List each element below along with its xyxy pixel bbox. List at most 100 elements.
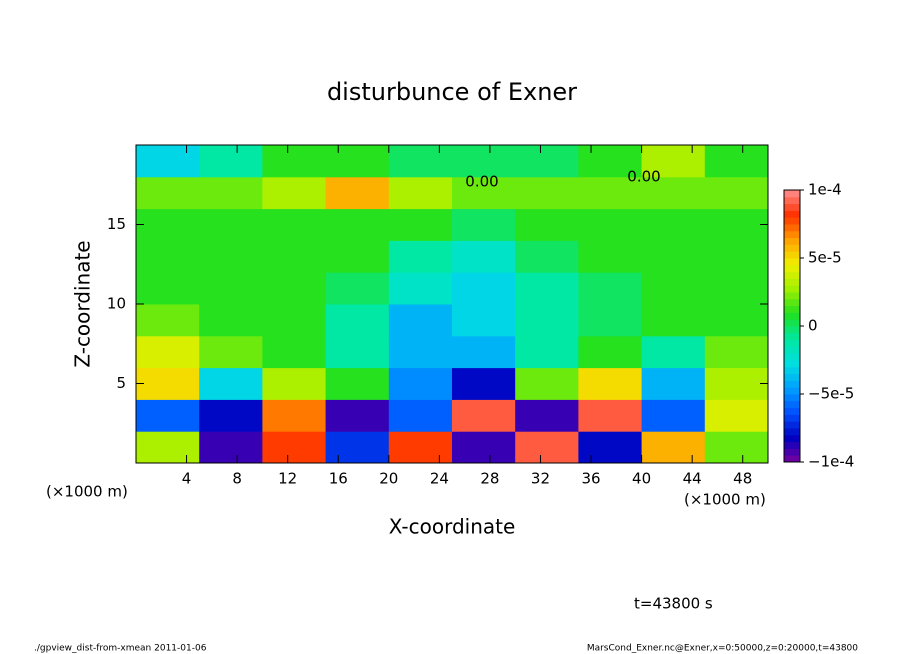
heat-cell: [578, 208, 643, 241]
heat-cell: [452, 304, 516, 337]
x-unit: (×1000 m): [46, 483, 128, 501]
heat-cell: [641, 431, 706, 464]
x-tick-label: 44: [683, 470, 702, 488]
colorbar-step: [784, 251, 800, 259]
heat-cell: [325, 399, 390, 432]
colorbar-step: [784, 292, 800, 300]
heat-cell: [452, 335, 516, 369]
colorbar-step: [784, 400, 800, 409]
colorbar-step: [784, 326, 800, 334]
heat-cell: [515, 208, 579, 241]
y-tick-label: 15: [107, 215, 126, 233]
heat-cell: [578, 335, 643, 369]
heat-cell: [262, 367, 327, 400]
colorbar-step: [784, 237, 800, 245]
colorbar-step: [784, 360, 800, 368]
heat-cell: [199, 272, 263, 305]
heat-cell: [515, 367, 579, 400]
heat-cell: [704, 176, 769, 210]
colorbar-step: [784, 298, 800, 307]
heat-cell: [136, 367, 200, 400]
y-tick-label: 10: [107, 295, 126, 313]
x-unit: (×1000 m): [684, 491, 766, 509]
heat-cell: [578, 240, 643, 273]
colorbar-step: [784, 441, 800, 449]
heat-cell: [452, 176, 516, 210]
colorbar-step: [784, 448, 800, 456]
y-axis-label: Z-coordinate: [71, 240, 95, 367]
colorbar-tick-label: 1e-4: [808, 181, 842, 199]
heat-cell: [641, 399, 706, 432]
colorbar-step: [784, 285, 800, 293]
heat-cell: [262, 240, 327, 273]
heat-cell: [515, 145, 579, 178]
heat-cell: [388, 335, 453, 369]
y-tick-label: 5: [116, 374, 126, 392]
heat-cell: [199, 399, 263, 432]
heat-cell: [136, 399, 200, 432]
colorbar-step: [784, 332, 800, 341]
heat-cell: [325, 367, 390, 400]
heat-cell: [325, 145, 390, 178]
colorbar-step: [784, 196, 800, 205]
heat-cell: [199, 176, 263, 210]
heat-cell: [262, 176, 327, 210]
heat-cell: [325, 176, 390, 210]
heat-cell: [704, 240, 769, 273]
footer-right: MarsCond_Exner.nc@Exner,x=0:50000,z=0:20…: [587, 644, 858, 654]
heat-cell: [515, 431, 579, 464]
heat-cell: [262, 145, 327, 178]
heat-cell: [704, 431, 769, 464]
colorbar-tick-label: −5e-5: [808, 385, 854, 403]
heat-cell: [641, 367, 706, 400]
heat-cell: [641, 176, 706, 210]
heat-cell: [515, 176, 579, 210]
heat-cell: [704, 399, 769, 432]
heat-cell: [388, 176, 453, 210]
heat-cell: [641, 145, 706, 178]
heat-cell: [199, 304, 263, 337]
heat-cell: [262, 272, 327, 305]
colorbar-step: [784, 434, 800, 443]
colorbar-step: [784, 203, 800, 211]
x-tick-label: 8: [232, 470, 242, 488]
heat-cell: [515, 272, 579, 305]
colorbar-tick-label: −1e-4: [808, 453, 854, 471]
heat-cell: [136, 335, 200, 369]
colorbar-step: [784, 455, 800, 463]
colorbar-step: [784, 264, 800, 273]
heat-cell: [136, 208, 200, 241]
x-tick-label: 16: [329, 470, 348, 488]
heat-cell: [515, 399, 579, 432]
heat-cell: [641, 208, 706, 241]
colorbar-tick-label: 0: [808, 317, 818, 335]
colorbar-step: [784, 421, 800, 429]
heat-cell: [641, 304, 706, 337]
heat-cell: [388, 272, 453, 305]
colorbar-step: [784, 319, 800, 327]
x-tick-label: 28: [480, 470, 499, 488]
heat-cell: [578, 399, 643, 432]
colorbar-step: [784, 258, 800, 266]
colorbar-step: [784, 353, 800, 361]
heat-cell: [452, 431, 516, 464]
colorbar-step: [784, 380, 800, 388]
heat-cell: [136, 431, 200, 464]
contour-label: 0.00: [627, 168, 660, 186]
heat-cell: [325, 208, 390, 241]
colorbar-tick-label: 5e-5: [808, 249, 842, 267]
colorbar-step: [784, 373, 800, 381]
heat-cell: [452, 208, 516, 241]
x-tick-label: 32: [531, 470, 550, 488]
heat-cell: [199, 335, 263, 369]
heat-cell: [704, 208, 769, 241]
heat-cell: [388, 145, 453, 178]
x-tick-label: 36: [581, 470, 600, 488]
heat-cell: [388, 399, 453, 432]
colorbar-step: [784, 428, 800, 436]
heat-cell: [452, 367, 516, 400]
heat-cell: [325, 304, 390, 337]
colorbar-step: [784, 414, 800, 422]
heat-cell: [515, 240, 579, 273]
heat-cell: [515, 335, 579, 369]
